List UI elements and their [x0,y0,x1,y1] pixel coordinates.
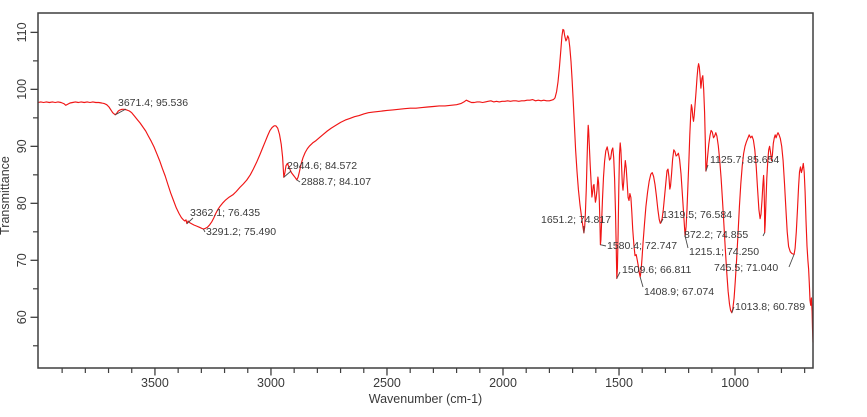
peak-annotation-label: 1408.9; 67.074 [644,286,714,298]
y-tick-label: 110 [15,22,29,42]
y-axis-title: Transmittance [0,156,12,235]
peak-leader-line [296,179,301,183]
peak-leader-line [114,108,127,116]
y-tick-label: 90 [15,139,29,153]
y-tick-label: 70 [15,253,29,267]
peak-leader-line [705,164,709,172]
peak-annotation-label: 2944.6; 84.572 [287,160,357,172]
y-tick-label: 100 [15,79,29,100]
peak-leader-line [731,306,735,313]
peak-annotation-label: 1125.7; 85.654 [710,154,779,166]
peak-annotation-label: 3291.2; 75.490 [206,226,276,238]
x-tick-label: 3000 [257,376,285,390]
x-tick-label: 2000 [489,376,517,390]
peak-leader-line [600,244,607,247]
peak-leader-line [202,228,206,233]
peak-annotation-label: 2888.7; 84.107 [301,176,371,188]
peak-annotation-label: 3362.1; 76.435 [190,207,260,219]
peak-annotation-label: 1013.8; 60.789 [735,301,805,313]
peak-annotation-label: 1580.4; 72.747 [607,240,677,252]
peak-annotation-label: 3671.4; 95.536 [118,97,188,109]
x-axis-title: Wavenumber (cm-1) [369,392,482,406]
peak-leader-line [788,254,795,268]
peak-annotation-label: 1319.5; 76.584 [662,209,732,221]
x-tick-label: 1500 [605,376,633,390]
peak-leader-line [186,217,194,224]
plot-border [37,12,814,369]
x-tick-label: 2500 [373,376,401,390]
peak-annotation-label: 1509.6; 66.811 [622,264,691,276]
peak-annotation-label: 1215.1; 74.250 [689,246,759,258]
peak-leader-line [283,170,292,178]
y-tick-label: 60 [15,310,29,324]
x-tick-label: 3500 [141,376,169,390]
peak-leader-line [616,271,621,279]
peak-leader-line [639,276,644,288]
peak-annotation-label: 1651.2; 74.817 [541,214,611,226]
y-tick-label: 80 [15,196,29,210]
peak-leader-line [684,235,689,249]
x-tick-label: 1000 [721,376,749,390]
peak-annotation-label: 745.5; 71.040 [714,262,778,274]
spectrum-curve [37,28,814,343]
peak-annotation-label: 872.2; 74.855 [684,229,748,241]
peak-leader-line [660,218,664,224]
peak-leader-line [762,232,766,237]
